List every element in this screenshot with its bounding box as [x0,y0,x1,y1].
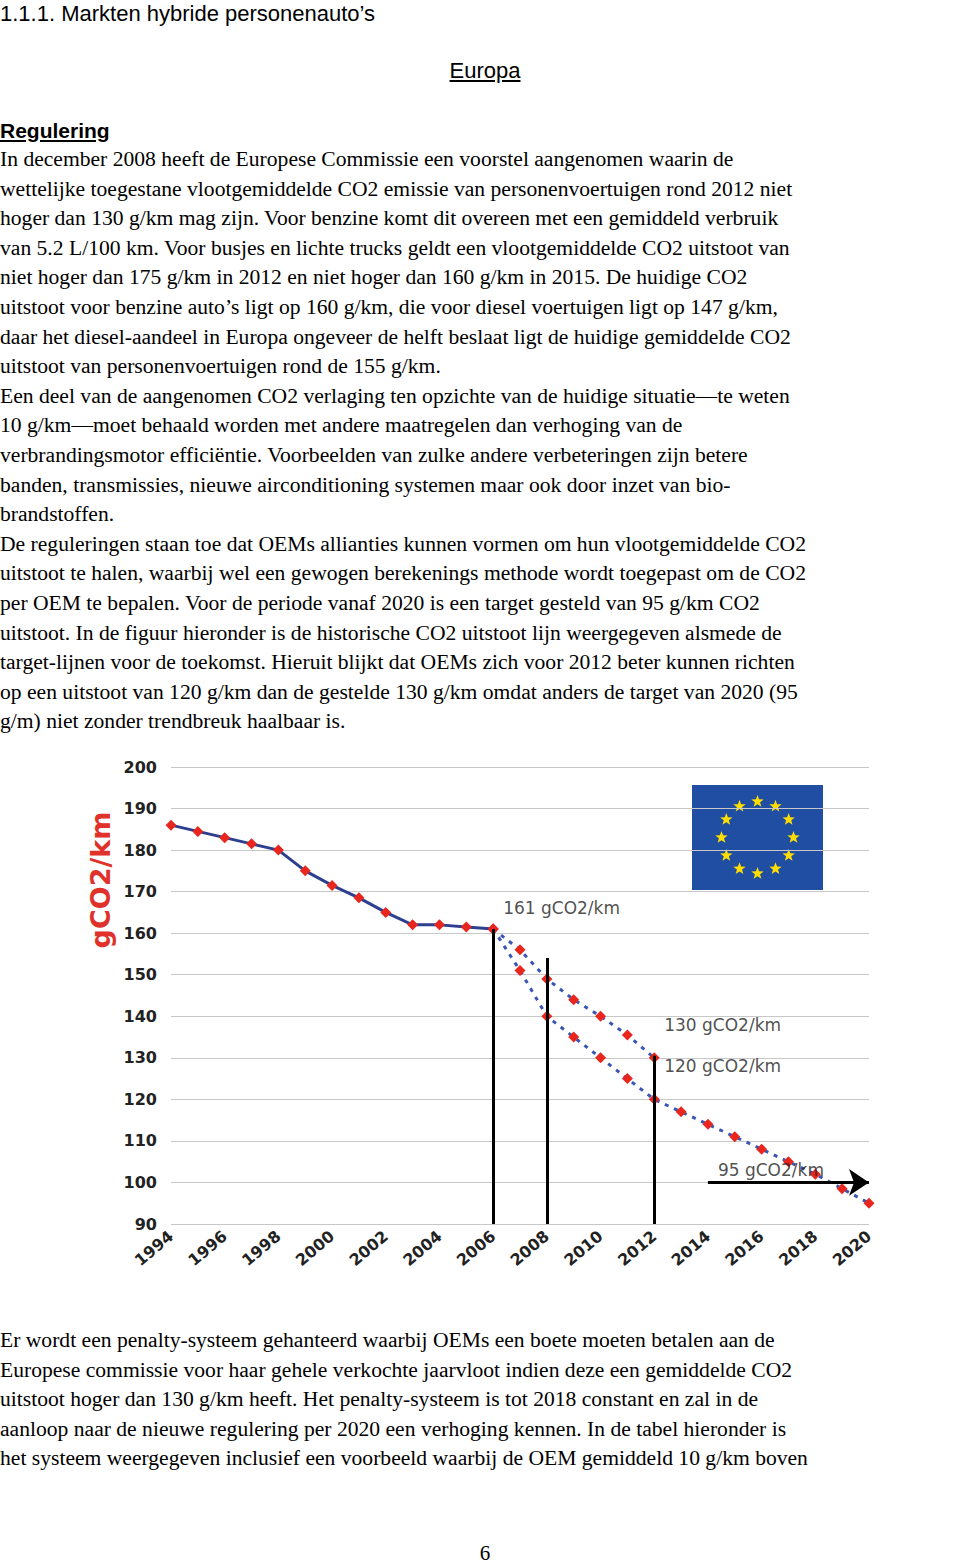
html-text:In december 2008 heeft de Euro: In december 2008 heeft de Europese Commi… [0,147,734,171]
html-text:daar het diesel-aandeel in Eur: daar het diesel-aandeel in Europa ongeve… [0,324,791,349]
html-text:wettelijke toegestane vlootgem: wettelijke toegestane vlootgemiddelde CO… [0,176,793,201]
svg-text:2010: 2010 [560,1227,606,1270]
svg-text:140: 140 [124,1007,157,1026]
svg-text:160: 160 [124,924,157,943]
svg-text:200: 200 [124,758,157,777]
svg-text:95 gCO2/km: 95 gCO2/km [718,1160,824,1180]
svg-text:1994: 1994 [131,1227,177,1270]
svg-text:170: 170 [124,882,157,901]
svg-text:120 gCO2/km: 120 gCO2/km [664,1056,781,1076]
html-text:niet hoger dan 175 g/km in 201: niet hoger dan 175 g/km in 2012 en niet … [0,265,748,290]
svg-text:2018: 2018 [775,1227,821,1270]
html-text:Regulering: Regulering [0,119,110,142]
svg-text:90: 90 [135,1215,157,1234]
svg-text:130 gCO2/km: 130 gCO2/km [664,1015,781,1035]
svg-text:2002: 2002 [346,1227,392,1270]
html-text:uitstoot voor benzine auto’s l: uitstoot voor benzine auto’s ligt op 160… [0,295,778,319]
html-text:g/m) niet zonder trendbreuk ha: g/m) niet zonder trendbreuk haalbaar is. [0,709,346,734]
svg-text:120: 120 [124,1090,157,1109]
svg-text:2000: 2000 [292,1227,338,1270]
html-text:6: 6 [479,1541,491,1565]
html-text:De reguleringen staan toe dat: De reguleringen staan toe dat OEMs allia… [0,531,806,556]
svg-text:2004: 2004 [399,1227,445,1270]
svg-text:180: 180 [124,841,157,860]
html-text:verbrandingsmotor efficiëntie.: verbrandingsmotor efficiëntie. Voorbeeld… [0,442,748,467]
svg-text:1996: 1996 [184,1227,230,1270]
svg-text:110: 110 [124,1131,157,1150]
svg-text:161 gCO2/km: 161 gCO2/km [503,898,620,918]
svg-text:2012: 2012 [614,1227,660,1270]
svg-text:2006: 2006 [453,1227,499,1270]
html-text:hoger dan 130 g/km mag zijn. V: hoger dan 130 g/km mag zijn. Voor benzin… [0,206,779,231]
html-text:aanloop naar de nieuwe reguler: aanloop naar de nieuwe regulering per 20… [0,1416,787,1441]
html-text:banden, transmissies, nieuwe a: banden, transmissies, nieuwe airconditio… [0,472,731,497]
html-text:van 5.2 L/100 km. Voor busjes: van 5.2 L/100 km. Voor busjes en lichte … [0,235,790,260]
svg-text:gCO2/km: gCO2/km [85,812,116,949]
html-text:brandstoffen.: brandstoffen. [0,502,115,527]
html-text:het systeem weergegeven inclus: het systeem weergegeven inclusief een vo… [0,1446,808,1471]
svg-text:2016: 2016 [721,1227,767,1270]
svg-text:1998: 1998 [238,1227,284,1270]
svg-text:100: 100 [124,1173,157,1192]
svg-text:2008: 2008 [507,1227,553,1270]
html-text:per OEM te bepalen. Voor de pe: per OEM te bepalen. Voor de periode vana… [0,590,760,615]
html-text:10 g/km—moet behaald worden me: 10 g/km—moet behaald worden met andere m… [0,413,683,438]
html-text:uitstoot hoger dan 130 g/km he: uitstoot hoger dan 130 g/km heeft. Het p… [0,1387,758,1412]
html-text:target-lijnen voor de toekomst: target-lijnen voor de toekomst. Hieruit … [0,650,795,675]
html-text:Europese commissie voor haar g: Europese commissie voor haar gehele verk… [0,1357,793,1382]
html-text:1.1.1. Markten hybride persone: 1.1.1. Markten hybride personenauto’s [0,1,376,26]
html-text:Er wordt een penalty-systeem g: Er wordt een penalty-systeem gehanteerd … [0,1328,775,1352]
html-text:uitstoot van personenvoertuige: uitstoot van personenvoertuigen rond de … [0,354,441,379]
svg-text:2014: 2014 [668,1227,714,1270]
svg-text:190: 190 [124,799,157,818]
html-text:op een uitstoot van 120 g/km d: op een uitstoot van 120 g/km dan de gest… [0,679,798,704]
svg-text:2020: 2020 [829,1227,875,1270]
html-text:uitstoot te halen, waarbij wel: uitstoot te halen, waarbij wel een gewog… [0,561,806,586]
html-text:uitstoot. In de figuur hierond: uitstoot. In de figuur hieronder is de h… [0,620,782,645]
svg-text:130: 130 [124,1048,157,1067]
html-text:Europa: Europa [449,58,521,83]
svg-text:150: 150 [124,965,157,984]
html-text:Een deel van de aangenomen CO2: Een deel van de aangenomen CO2 verlaging… [0,383,790,408]
